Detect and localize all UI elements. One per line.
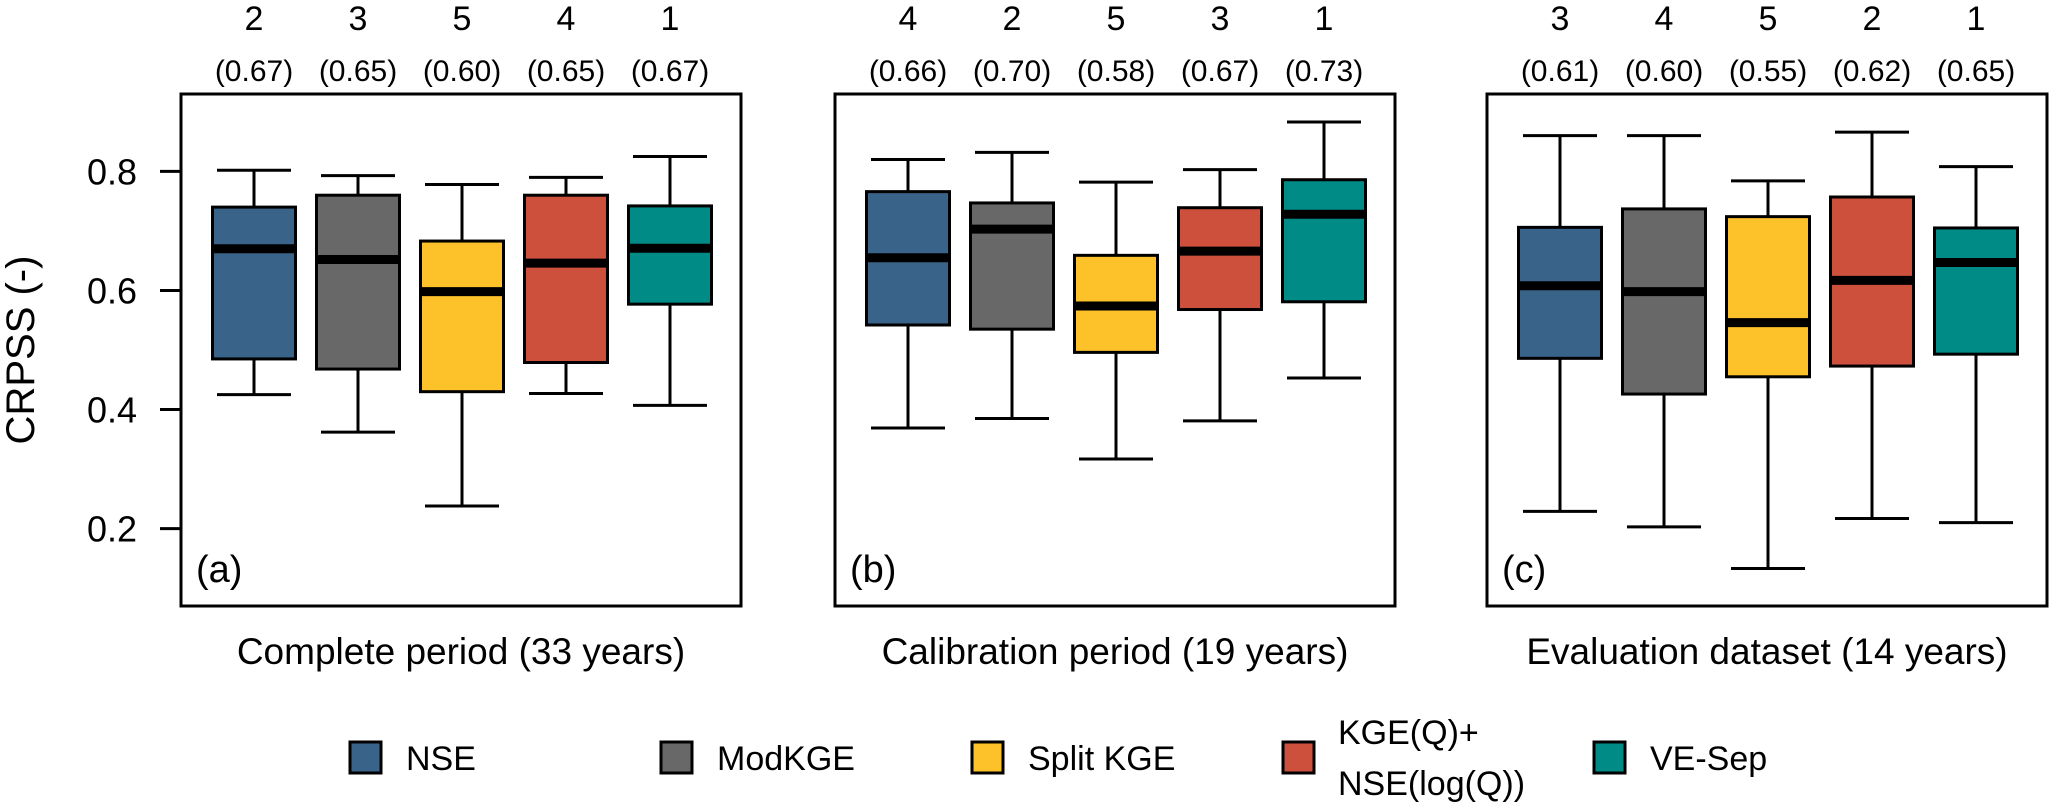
panel-frame [1485,92,2049,608]
panel-frame [179,92,743,608]
panel-tag: (b) [850,549,896,591]
iqr-box [523,193,609,365]
legend-swatch [348,740,383,775]
legend-swatch [1281,740,1316,775]
median-value-label: (0.60) [423,55,501,88]
rank-label: 3 [1551,0,1570,38]
rank-label: 5 [453,0,472,38]
iqr-box [419,239,505,394]
rank-label: 2 [245,0,264,38]
legend-label-line: NSE(log(Q)) [1338,765,1525,803]
rank-label: 4 [1655,0,1674,38]
y-tick-label: 0.6 [87,270,137,311]
iqr-box [1621,207,1707,396]
iqr-box [1725,215,1811,379]
median-value-label: (0.65) [319,55,397,88]
median-value-label: (0.67) [631,55,709,88]
rank-label: 5 [1107,0,1126,38]
panel-title: Complete period (33 years) [237,631,685,672]
median-value-label: (0.62) [1833,55,1911,88]
rank-label: 1 [661,0,680,38]
y-axis-label: CRPSS (-) [0,256,43,445]
median-value-label: (0.60) [1625,55,1703,88]
rank-label: 4 [557,0,576,38]
median-value-label: (0.55) [1729,55,1807,88]
median-value-label: (0.65) [1937,55,2015,88]
median-value-label: (0.70) [973,55,1051,88]
rank-label: 2 [1003,0,1022,38]
y-tick-label: 0.2 [87,509,137,550]
median-value-label: (0.61) [1521,55,1599,88]
legend-label: Split KGE [1028,740,1175,778]
rank-label: 3 [1211,0,1230,38]
iqr-box [969,201,1055,331]
panel-title: Evaluation dataset (14 years) [1526,631,2007,672]
median-value-label: (0.67) [215,55,293,88]
median-value-label: (0.65) [527,55,605,88]
legend-label-line: KGE(Q)+ [1338,714,1479,752]
iqr-box [1281,178,1367,304]
legend-swatch [1592,740,1627,775]
panel-title: Calibration period (19 years) [882,631,1349,672]
iqr-box [315,193,401,371]
y-tick-label: 0.8 [87,151,137,192]
rank-label: 2 [1863,0,1882,38]
iqr-box [1177,206,1263,312]
iqr-box [211,205,297,361]
rank-label: 4 [899,0,918,38]
panel-tag: (c) [1502,549,1546,591]
panel-frame [833,92,1397,608]
rank-label: 1 [1967,0,1986,38]
iqr-box [1933,226,2019,356]
median-value-label: (0.67) [1181,55,1259,88]
median-value-label: (0.73) [1285,55,1363,88]
legend-swatch [970,740,1005,775]
iqr-box [627,204,713,306]
iqr-box [1517,225,1603,360]
y-tick-label: 0.4 [87,390,137,431]
legend-label: NSE [406,740,476,778]
legend-label: ModKGE [717,740,855,778]
rank-label: 3 [349,0,368,38]
rank-label: 5 [1759,0,1778,38]
legend-swatch [659,740,694,775]
median-value-label: (0.66) [869,55,947,88]
rank-label: 1 [1315,0,1334,38]
median-value-label: (0.58) [1077,55,1155,88]
legend-label: VE-Sep [1650,740,1767,778]
panel-tag: (a) [196,549,242,591]
